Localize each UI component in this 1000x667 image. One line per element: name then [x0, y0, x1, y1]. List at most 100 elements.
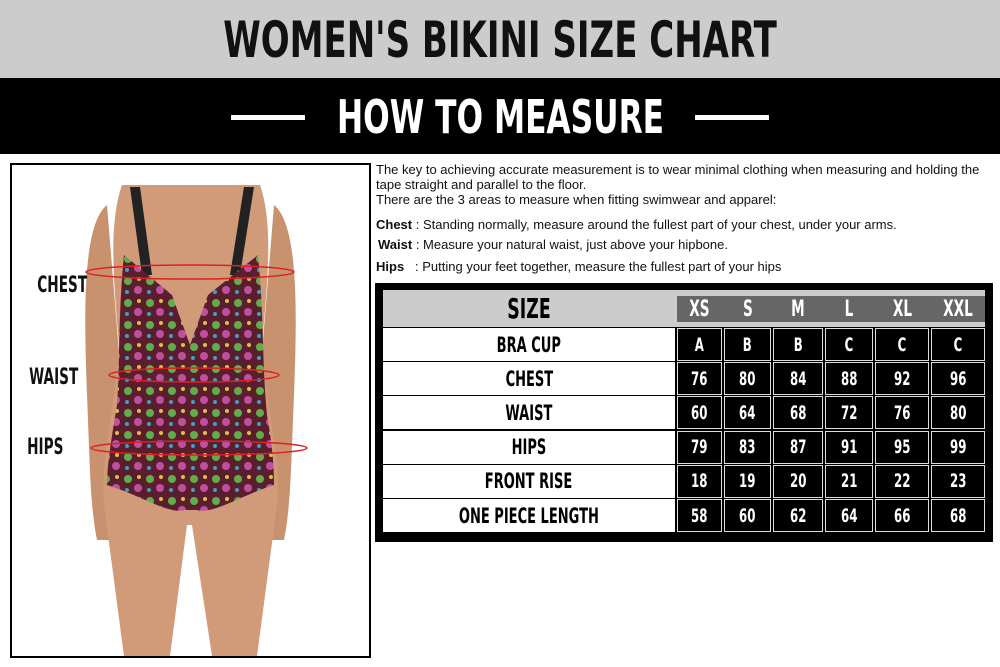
table-cell-text: 60 — [739, 504, 756, 527]
table-cell-text: 66 — [893, 504, 911, 527]
table-cell-text: 88 — [840, 367, 858, 390]
table-cell: 84 — [773, 362, 823, 396]
waist-label: WAIST — [29, 365, 79, 390]
table-cell-text: 68 — [949, 504, 967, 527]
size-column-header-text: L — [844, 296, 854, 322]
subtitle-banner: HOW TO MEASURE — [0, 78, 1000, 154]
table-cell-text: 72 — [840, 401, 858, 424]
row-label-text: FRONT RISE — [485, 469, 573, 494]
table-cell-text: 95 — [893, 436, 911, 459]
table-cell: 58 — [677, 499, 722, 532]
table-cell: 92 — [875, 362, 929, 396]
size-column-header: XS — [677, 296, 722, 322]
row-label-text: BRA CUP — [496, 332, 562, 357]
table-cell-text: 68 — [789, 401, 807, 424]
row-label: BRA CUP — [383, 328, 675, 361]
row-label: HIPS — [383, 430, 675, 464]
table-cell-text: 19 — [739, 470, 756, 493]
criteria-chest: Chest : Standing normally, measure aroun… — [376, 217, 897, 232]
criteria-hips: Hips : Putting your feet together, measu… — [376, 259, 781, 274]
size-column-header-text: XS — [689, 296, 710, 322]
table-cell-text: 87 — [789, 436, 807, 459]
table-cell-text: 18 — [691, 470, 708, 493]
table-cell: 83 — [724, 430, 771, 464]
table-cell: 64 — [825, 499, 873, 532]
table-cell-text: 64 — [840, 504, 858, 527]
size-column-header-text: XXL — [943, 296, 973, 322]
table-cell: 80 — [931, 396, 985, 430]
waist-measure-line — [108, 367, 280, 383]
table-cell-text: 80 — [949, 401, 967, 424]
hips-measure-line — [90, 440, 308, 456]
size-column-header: L — [825, 296, 873, 322]
table-cell-text: 76 — [893, 401, 911, 424]
row-label: WAIST — [383, 396, 675, 430]
size-column-header: M — [773, 296, 823, 322]
table-cell: 88 — [825, 362, 873, 396]
criteria-text: : Standing normally, measure around the … — [412, 217, 897, 232]
table-cell-text: B — [743, 333, 752, 356]
row-label: FRONT RISE — [383, 464, 675, 498]
chest-measure-line — [85, 264, 295, 280]
table-cell: C — [825, 328, 873, 361]
row-label-text: WAIST — [505, 400, 553, 425]
criteria-waist: Waist : Measure your natural waist, just… — [378, 237, 728, 252]
table-cell-text: 21 — [840, 470, 858, 493]
criteria-text: : Measure your natural waist, just above… — [412, 237, 728, 252]
table-cell-text: 84 — [789, 367, 807, 390]
table-cell-text: 58 — [691, 504, 708, 527]
table-cell: 76 — [677, 362, 722, 396]
size-column-header-text: S — [742, 296, 753, 322]
row-label-text: ONE PIECE LENGTH — [459, 503, 599, 528]
table-cell-text: A — [694, 333, 705, 356]
table-cell-text: 91 — [840, 436, 858, 459]
size-column-header-text: XL — [892, 296, 912, 322]
table-cell: 60 — [724, 499, 771, 532]
row-label-text: CHEST — [505, 366, 553, 391]
size-header: SIZE — [383, 290, 675, 327]
table-cell: 99 — [931, 430, 985, 464]
table-cell: A — [677, 328, 722, 361]
size-column-header: S — [724, 296, 771, 322]
table-cell: 18 — [677, 464, 722, 498]
table-cell: 60 — [677, 396, 722, 430]
table-cell-text: 99 — [949, 436, 967, 459]
table-cell: 62 — [773, 499, 823, 532]
table-cell: 79 — [677, 430, 722, 464]
table-cell: C — [931, 328, 985, 361]
table-cell-text: 76 — [691, 367, 708, 390]
table-cell-text: C — [897, 333, 907, 356]
table-cell: 76 — [875, 396, 929, 430]
table-cell: 21 — [825, 464, 873, 498]
criteria-text: : Putting your feet together, measure th… — [404, 259, 782, 274]
hips-label: HIPS — [27, 435, 64, 460]
table-cell: 96 — [931, 362, 985, 396]
size-column-header: XL — [875, 296, 929, 322]
divider-left — [231, 115, 305, 120]
intro-areas: There are the 3 areas to measure when fi… — [376, 192, 777, 207]
criteria-term: Chest — [376, 217, 413, 232]
table-cell: 95 — [875, 430, 929, 464]
size-column-header-text: M — [791, 296, 805, 322]
model-figure-illustration — [85, 185, 308, 656]
criteria-term: Hips — [376, 259, 405, 274]
intro-paragraph: The key to achieving accurate measuremen… — [376, 162, 980, 192]
row-label-text: HIPS — [511, 435, 547, 460]
table-cell-text: C — [844, 333, 854, 356]
table-cell: 23 — [931, 464, 985, 498]
table-cell: 66 — [875, 499, 929, 532]
size-column-header: XXL — [931, 296, 985, 322]
section-title: HOW TO MEASURE — [336, 90, 664, 144]
table-cell: 64 — [724, 396, 771, 430]
table-cell: C — [875, 328, 929, 361]
divider-right — [695, 115, 769, 120]
table-cell: 91 — [825, 430, 873, 464]
table-cell: 80 — [724, 362, 771, 396]
table-cell-text: 62 — [789, 504, 807, 527]
table-cell-text: 92 — [893, 367, 911, 390]
table-cell-text: 96 — [949, 367, 967, 390]
chest-label: CHEST — [37, 273, 88, 298]
table-cell: 20 — [773, 464, 823, 498]
model-photo: CHEST WAIST HIPS — [10, 163, 371, 658]
table-cell-text: 79 — [691, 436, 708, 459]
